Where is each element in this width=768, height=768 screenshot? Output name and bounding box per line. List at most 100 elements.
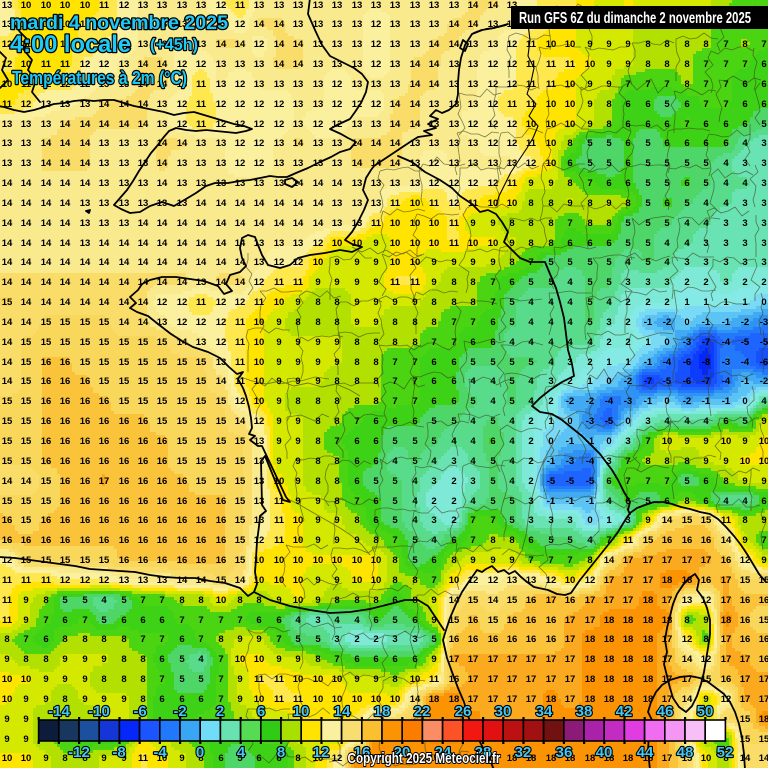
svg-text:14: 14 — [138, 99, 149, 110]
svg-text:-5: -5 — [741, 337, 750, 348]
svg-text:3: 3 — [625, 277, 630, 288]
svg-text:9: 9 — [23, 615, 28, 626]
svg-text:0: 0 — [664, 337, 669, 348]
svg-text:8: 8 — [62, 753, 67, 764]
svg-text:13: 13 — [157, 575, 168, 586]
svg-text:12: 12 — [371, 19, 382, 30]
svg-text:10: 10 — [216, 595, 227, 606]
svg-text:24: 24 — [435, 744, 452, 761]
svg-text:13: 13 — [60, 99, 71, 110]
svg-text:18: 18 — [759, 714, 768, 725]
svg-text:3: 3 — [742, 218, 747, 229]
svg-text:13: 13 — [332, 59, 343, 70]
svg-text:13: 13 — [157, 19, 168, 30]
svg-text:10: 10 — [507, 198, 518, 209]
svg-text:12: 12 — [177, 59, 188, 70]
svg-text:-2: -2 — [741, 317, 749, 328]
svg-text:7: 7 — [664, 476, 669, 487]
svg-text:12: 12 — [2, 59, 13, 70]
svg-text:8: 8 — [295, 317, 300, 328]
svg-text:5: 5 — [587, 277, 593, 288]
svg-text:16: 16 — [216, 515, 227, 526]
svg-text:16: 16 — [138, 436, 149, 447]
svg-text:4: 4 — [412, 476, 418, 487]
svg-text:13: 13 — [157, 198, 168, 209]
svg-text:8: 8 — [101, 674, 106, 685]
svg-text:6: 6 — [470, 337, 475, 348]
svg-text:18: 18 — [546, 753, 557, 764]
svg-text:-5: -5 — [663, 376, 672, 387]
svg-text:14: 14 — [235, 416, 246, 427]
svg-text:17: 17 — [546, 595, 557, 606]
svg-text:18: 18 — [604, 615, 615, 626]
svg-text:12: 12 — [740, 555, 751, 566]
svg-text:6: 6 — [256, 615, 261, 626]
svg-text:13: 13 — [254, 476, 265, 487]
svg-text:8: 8 — [373, 337, 378, 348]
svg-text:10: 10 — [293, 555, 304, 566]
svg-text:2: 2 — [451, 496, 456, 507]
svg-text:18: 18 — [643, 634, 654, 645]
svg-text:10: 10 — [565, 39, 576, 50]
svg-text:11: 11 — [80, 39, 91, 50]
svg-text:15: 15 — [80, 555, 91, 566]
svg-text:2: 2 — [216, 703, 224, 720]
svg-text:8: 8 — [684, 79, 689, 90]
svg-text:6: 6 — [625, 178, 630, 189]
svg-text:12: 12 — [235, 297, 246, 308]
svg-text:8: 8 — [664, 456, 669, 467]
svg-text:18: 18 — [604, 674, 615, 685]
svg-text:10: 10 — [546, 119, 557, 130]
svg-text:14: 14 — [119, 119, 130, 130]
svg-text:17: 17 — [662, 694, 673, 705]
svg-text:9: 9 — [431, 615, 436, 626]
svg-text:8: 8 — [509, 535, 514, 546]
svg-text:18: 18 — [585, 753, 596, 764]
svg-text:15: 15 — [468, 595, 479, 606]
svg-text:4: 4 — [587, 337, 593, 348]
svg-text:4: 4 — [528, 376, 534, 387]
svg-text:8: 8 — [703, 39, 708, 50]
svg-text:-2: -2 — [624, 376, 632, 387]
svg-text:6: 6 — [179, 694, 184, 705]
svg-text:3: 3 — [451, 456, 456, 467]
svg-text:5: 5 — [645, 257, 651, 268]
svg-text:9: 9 — [354, 277, 359, 288]
svg-text:8: 8 — [645, 39, 650, 50]
svg-text:13: 13 — [332, 39, 343, 50]
svg-text:10: 10 — [274, 575, 285, 586]
svg-text:13: 13 — [352, 39, 363, 50]
svg-text:9: 9 — [431, 654, 436, 665]
svg-text:4: 4 — [664, 416, 670, 427]
svg-text:12: 12 — [274, 99, 285, 110]
svg-text:14: 14 — [410, 59, 421, 70]
svg-text:5: 5 — [606, 277, 612, 288]
svg-text:15: 15 — [80, 317, 91, 328]
svg-text:13: 13 — [468, 79, 479, 90]
svg-text:12: 12 — [274, 119, 285, 130]
svg-text:14: 14 — [410, 119, 421, 130]
svg-text:6: 6 — [354, 654, 359, 665]
svg-text:14: 14 — [604, 555, 615, 566]
svg-text:8: 8 — [373, 396, 378, 407]
svg-text:9: 9 — [334, 357, 339, 368]
svg-text:14: 14 — [371, 158, 382, 169]
svg-text:5: 5 — [645, 158, 651, 169]
svg-text:12: 12 — [216, 99, 227, 110]
svg-text:15: 15 — [21, 496, 32, 507]
svg-text:12: 12 — [2, 555, 13, 566]
svg-text:6: 6 — [761, 79, 766, 90]
svg-text:15: 15 — [196, 436, 207, 447]
svg-text:6: 6 — [354, 436, 359, 447]
svg-text:17: 17 — [721, 634, 732, 645]
svg-text:6: 6 — [373, 416, 378, 427]
svg-text:4: 4 — [761, 396, 767, 407]
svg-text:14: 14 — [235, 238, 246, 249]
svg-text:-3: -3 — [760, 317, 768, 328]
svg-text:12: 12 — [177, 317, 188, 328]
svg-text:10: 10 — [585, 59, 596, 70]
svg-text:13: 13 — [468, 158, 479, 169]
svg-text:13: 13 — [177, 178, 188, 189]
svg-text:16: 16 — [60, 376, 71, 387]
svg-text:11: 11 — [526, 99, 537, 110]
